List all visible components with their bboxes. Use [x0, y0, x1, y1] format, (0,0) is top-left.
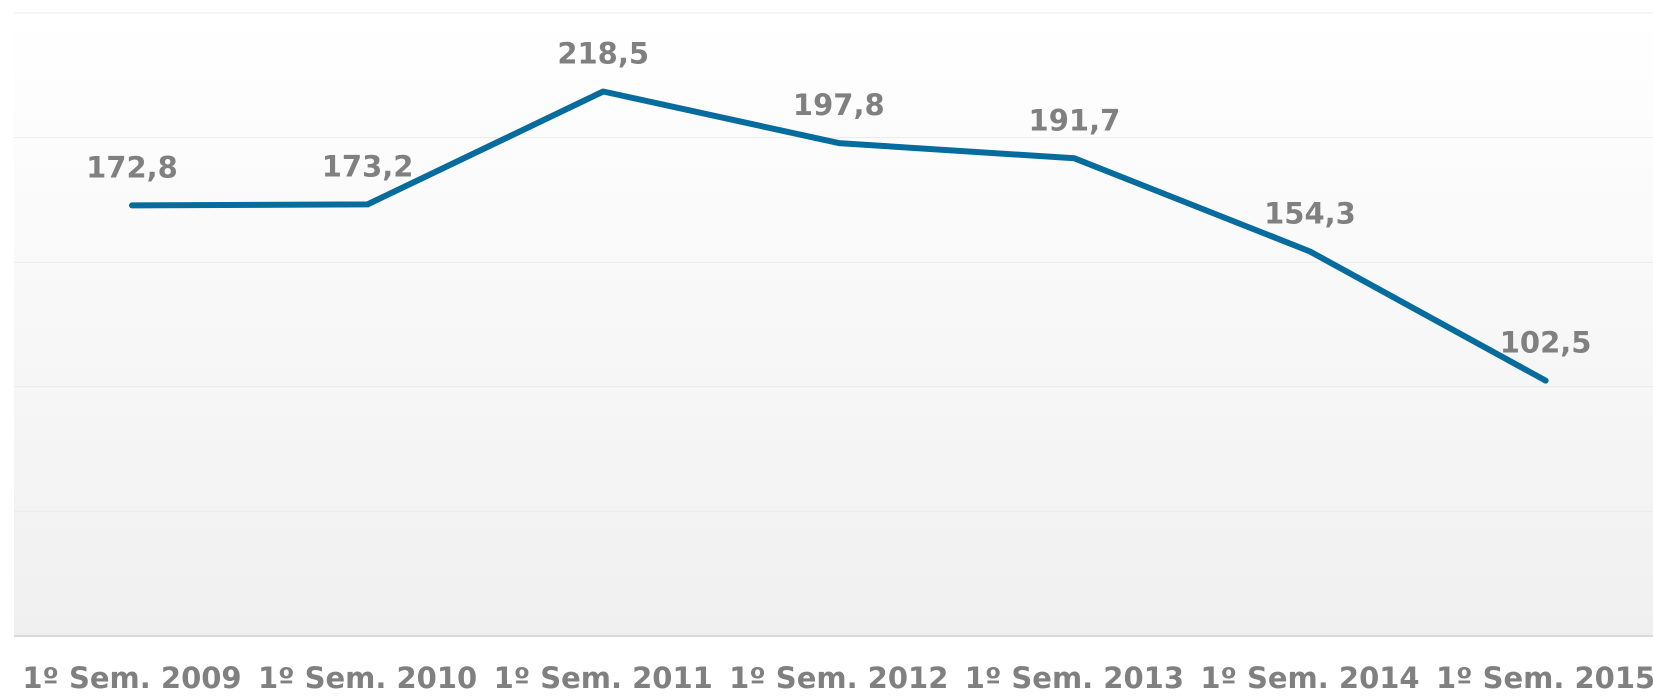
data-label: 197,8: [793, 88, 885, 122]
plot-background: [14, 13, 1653, 636]
data-label: 102,5: [1500, 326, 1592, 360]
x-tick-label: 1º Sem. 2013: [965, 661, 1184, 694]
data-label: 172,8: [86, 150, 178, 184]
x-tick-label: 1º Sem. 2009: [22, 661, 241, 694]
data-label: 154,3: [1264, 196, 1356, 230]
data-label: 173,2: [322, 149, 414, 183]
data-label: 191,7: [1029, 103, 1121, 137]
x-tick-label: 1º Sem. 2014: [1200, 661, 1419, 694]
x-tick-label: 1º Sem. 2010: [258, 661, 477, 694]
line: [129, 88, 1549, 384]
data-label: 218,5: [557, 36, 649, 70]
x-tick-label: 1º Sem. 2011: [494, 661, 713, 694]
x-tick-label: 1º Sem. 2015: [1436, 661, 1653, 694]
x-tick-label: 1º Sem. 2012: [729, 661, 948, 694]
